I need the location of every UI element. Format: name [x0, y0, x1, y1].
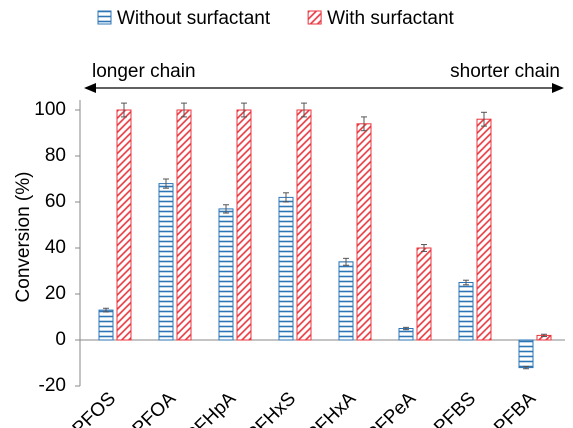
error-bar	[163, 178, 169, 189]
error-bar	[241, 102, 247, 118]
y-tick-label: 0	[55, 329, 66, 350]
bar	[338, 261, 354, 341]
legend-label: With surfactant	[327, 8, 454, 29]
y-tick-label: 40	[45, 237, 66, 258]
error-bar	[283, 192, 289, 203]
error-bar	[181, 102, 187, 118]
bar	[158, 183, 174, 341]
error-bar	[301, 102, 307, 118]
bar	[278, 196, 294, 341]
bar	[236, 109, 252, 341]
bar	[476, 118, 492, 341]
y-tick-label: 80	[45, 145, 66, 166]
bar	[176, 109, 192, 341]
bar	[296, 109, 312, 341]
x-tick-label: PFHxA	[303, 388, 361, 428]
x-tick-label: PFOA	[129, 388, 181, 428]
error-bar	[403, 326, 409, 331]
error-bar	[541, 333, 547, 338]
y-tick-label: 20	[45, 283, 66, 304]
annotation: longer chain	[92, 61, 196, 82]
bar	[218, 208, 234, 341]
error-bar	[103, 307, 109, 313]
error-bar	[523, 365, 529, 370]
legend-swatch	[97, 10, 112, 25]
x-tick-label: PFBA	[490, 388, 540, 428]
error-bar	[481, 111, 487, 127]
bar	[398, 328, 414, 341]
x-tick-label: PFOS	[69, 388, 120, 428]
x-tick-label: PFHxS	[243, 388, 300, 428]
bar	[116, 109, 132, 341]
x-tick-label: PFHpA	[182, 388, 240, 428]
bar	[518, 339, 534, 369]
bar	[98, 309, 114, 341]
legend-label: Without surfactant	[117, 8, 271, 29]
y-axis-label: Conversion (%)	[13, 172, 34, 303]
annotation: shorter chain	[450, 61, 560, 82]
error-bar	[121, 102, 127, 118]
y-tick-label: 60	[45, 191, 66, 212]
error-bar	[223, 204, 229, 214]
chain-arrow	[84, 83, 564, 93]
error-bar	[463, 279, 469, 286]
error-bar	[361, 116, 367, 132]
y-tick-label: 100	[34, 99, 66, 120]
y-tick-label: -20	[39, 375, 66, 396]
bar	[356, 123, 372, 341]
error-bar	[343, 257, 349, 266]
error-bar	[421, 244, 427, 252]
bar	[416, 247, 432, 341]
bar	[458, 282, 474, 341]
legend-swatch	[307, 10, 322, 25]
x-tick-label: PFBS	[430, 388, 480, 428]
x-tick-label: PFPeA	[363, 388, 421, 428]
